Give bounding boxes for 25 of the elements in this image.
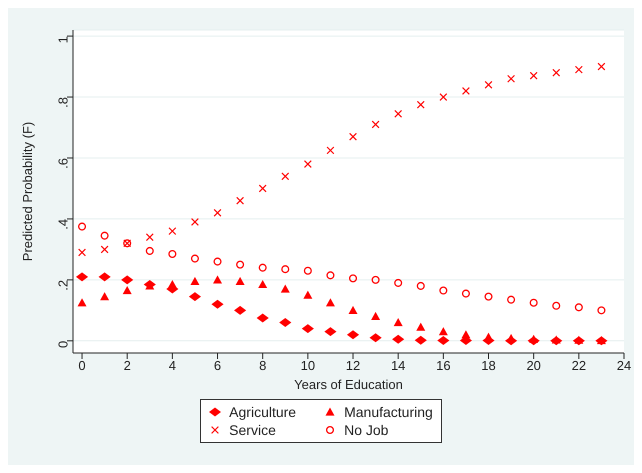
x-tick-label: 6 [214,358,222,374]
x-tick-label: 2 [124,358,131,374]
x-tick-label: 10 [300,358,316,374]
x-tick-label: 16 [436,358,451,374]
legend-label: Service [229,422,276,438]
x-tick-label: 0 [78,358,86,374]
legend-label: Agriculture [229,404,296,420]
y-axis-title: Predicted Probability (F) [20,122,35,262]
legend-label: Manufacturing [344,404,433,420]
x-tick-label: 4 [168,358,176,374]
x-tick-label: 22 [572,358,586,374]
x-tick-label: 8 [259,358,266,374]
x-tick-label: 18 [481,358,496,374]
x-tick-label: 12 [346,358,360,374]
y-tick-label: 0 [56,340,71,348]
x-tick-label: 24 [616,358,632,374]
y-tick-label: 1 [56,36,71,44]
y-tick-label: .8 [56,97,71,108]
x-axis-title: Years of Education [294,377,403,392]
x-tick-label: 14 [390,358,406,374]
x-tick-label: 20 [526,358,541,374]
y-tick-label: .4 [56,218,71,230]
y-tick-label: .6 [56,158,71,169]
y-tick-label: .2 [56,280,71,291]
legend-label: No Job [344,422,388,438]
